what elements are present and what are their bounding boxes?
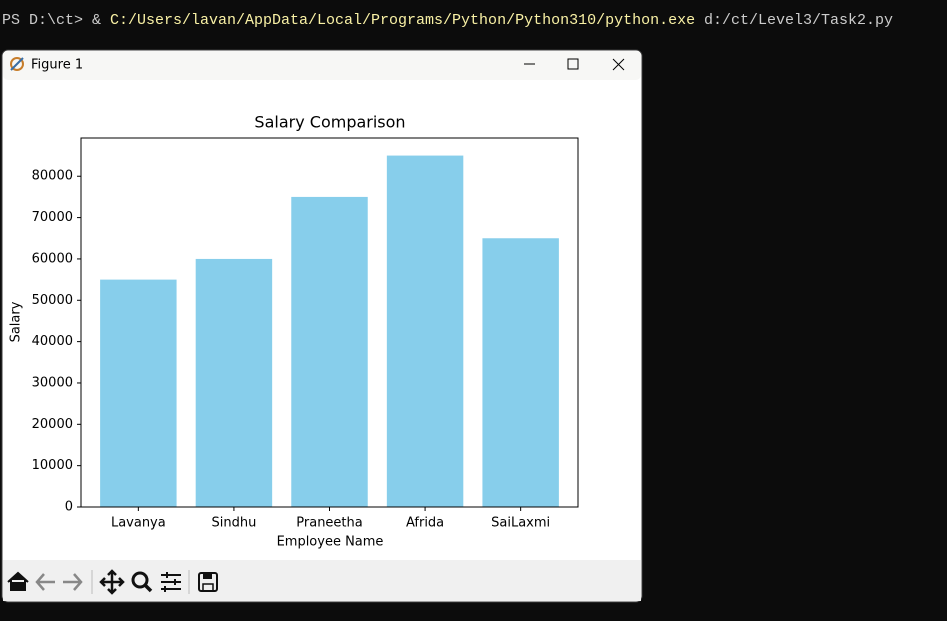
toolbar (3, 560, 641, 601)
title-bar (3, 51, 641, 80)
terminal-prompt: PS D:\ct> (2, 12, 83, 29)
bar (100, 279, 177, 507)
terminal-operator: & (92, 12, 101, 29)
bar (482, 238, 559, 507)
x-tick-label: Praneetha (296, 516, 362, 531)
x-axis-label: Employee Name (277, 535, 384, 550)
y-tick-label: 80000 (32, 169, 73, 184)
x-tick-label: SaiLaxmi (491, 516, 550, 531)
y-tick-label: 40000 (32, 334, 73, 349)
back-button[interactable] (35, 573, 55, 591)
save-button[interactable] (198, 572, 218, 592)
y-tick-label: 10000 (32, 458, 73, 473)
forward-button[interactable] (63, 573, 83, 591)
window-icon (10, 57, 24, 71)
x-tick-label: Afrida (406, 516, 444, 531)
maximize-button[interactable] (567, 58, 579, 70)
terminal-command: C:/Users/lavan/AppData/Local/Programs/Py… (110, 12, 695, 29)
pan-button[interactable] (99, 569, 125, 595)
y-tick-label: 50000 (32, 293, 73, 308)
window-title: Figure 1 (31, 58, 83, 73)
configure-button[interactable] (161, 572, 181, 592)
close-button[interactable] (612, 58, 625, 71)
x-tick-label: Sindhu (212, 516, 257, 531)
y-axis-label: Salary (9, 301, 24, 342)
plot: 0 10000 20000 30000 40000 50000 60000 70000 8000… (32, 155, 559, 531)
y-tick-label: 30000 (32, 375, 73, 390)
bar (195, 258, 273, 507)
zoom-button[interactable] (131, 571, 153, 593)
y-tick-label: 70000 (32, 210, 73, 225)
y-tick-label: 0 (65, 500, 73, 515)
x-tick-label: Lavanya (111, 516, 166, 531)
bar (291, 196, 368, 508)
home-button[interactable] (7, 571, 29, 591)
chart-title: Salary Comparison (254, 113, 405, 132)
terminal-argument: d:/ct/Level3/Task2.py (704, 12, 893, 29)
y-tick-label: 20000 (32, 417, 73, 432)
y-tick-label: 60000 (32, 251, 73, 266)
axes-frame (80, 137, 579, 508)
bar (386, 155, 464, 508)
